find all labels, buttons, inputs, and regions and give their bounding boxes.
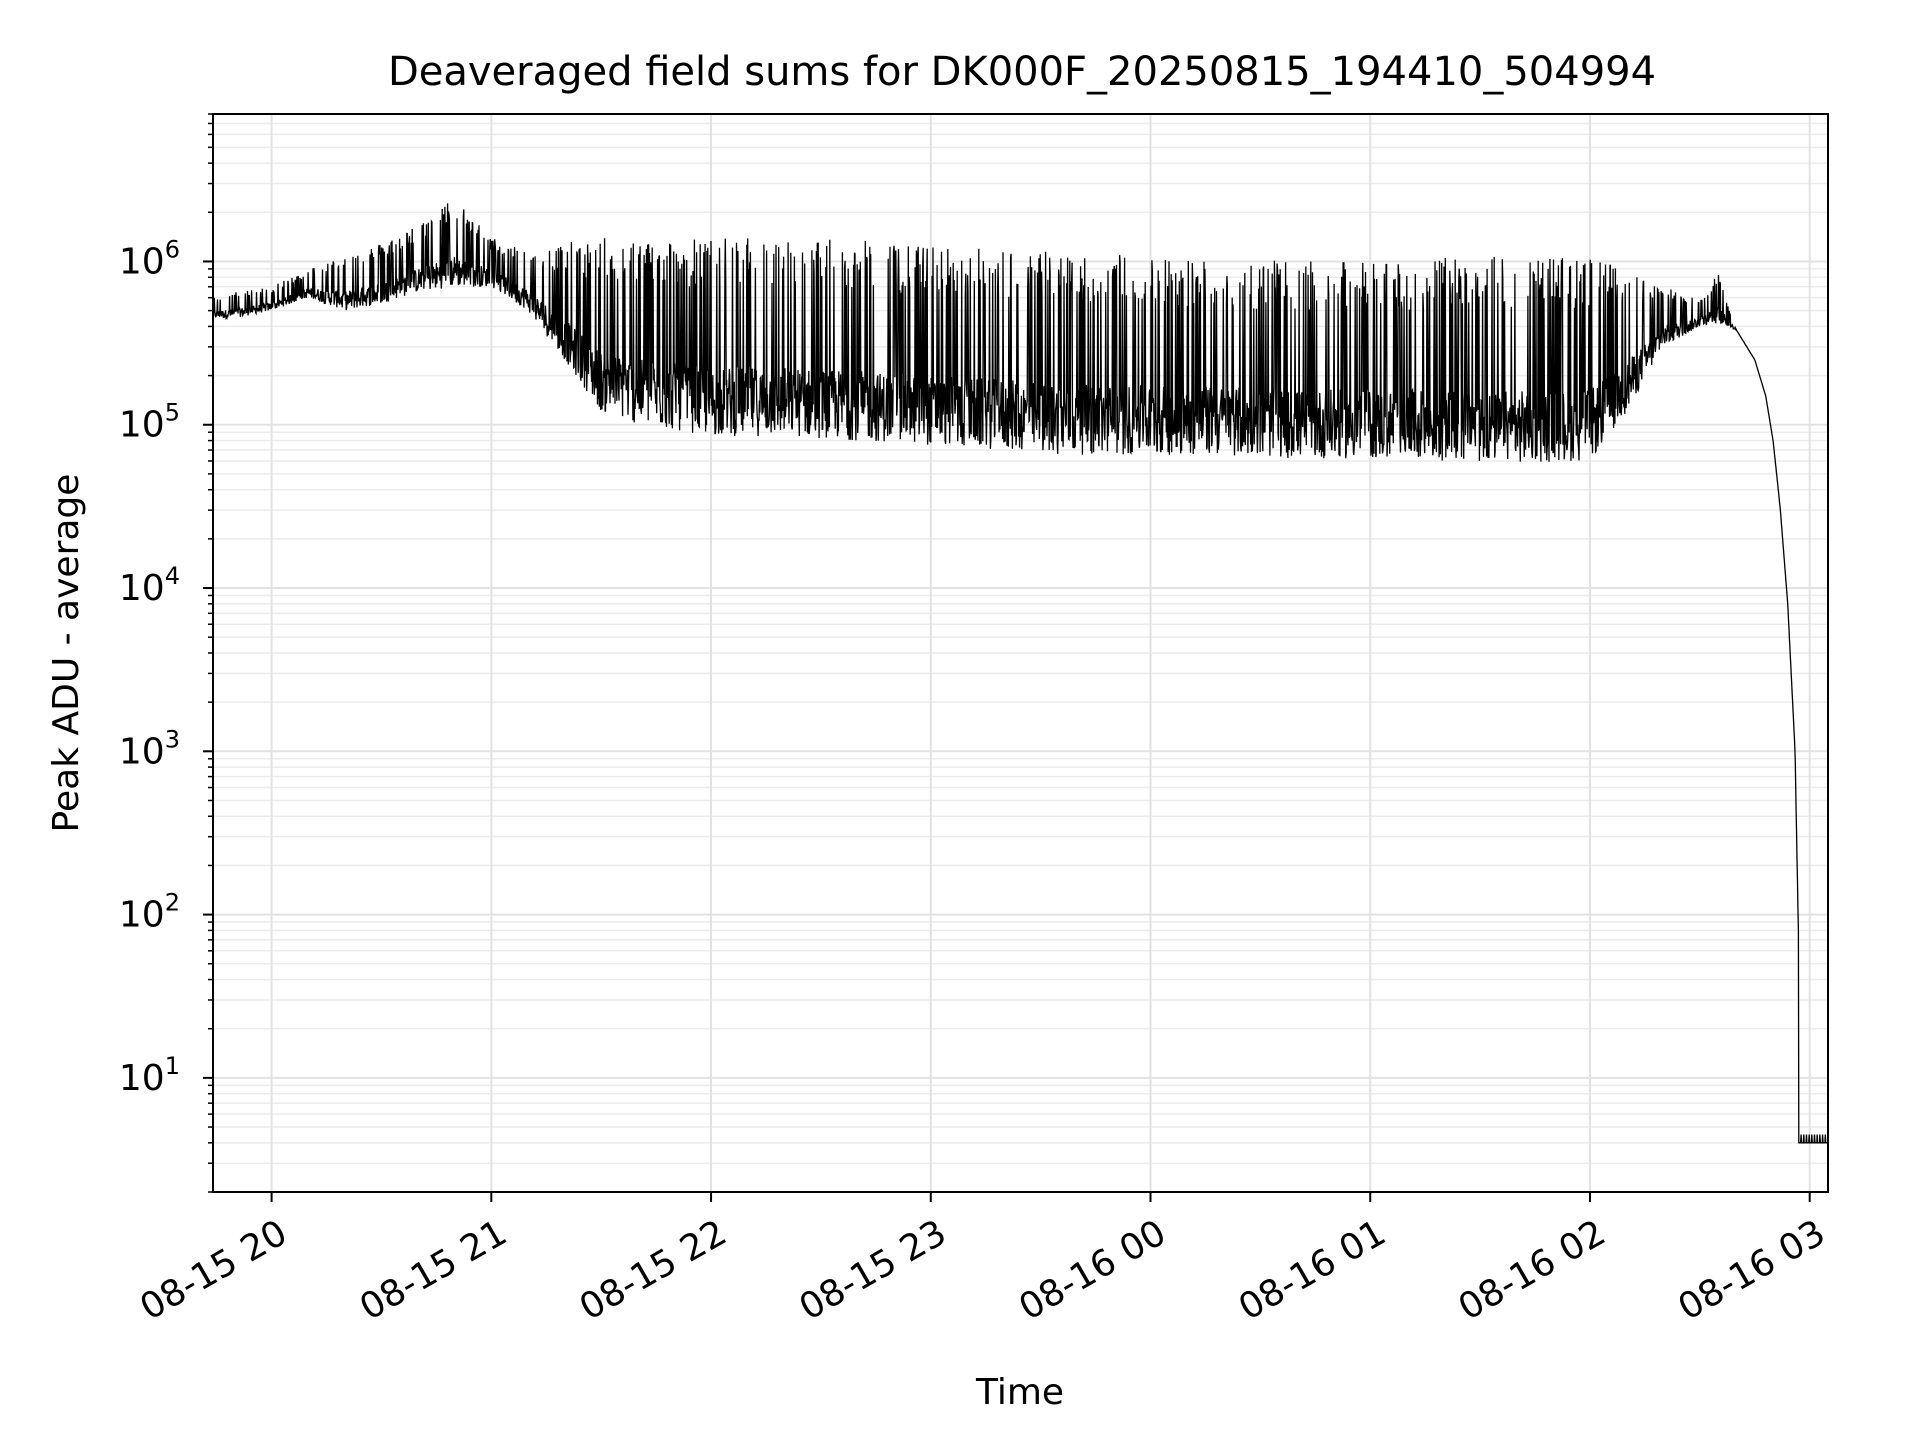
y-tick-label: 101 — [119, 1052, 180, 1099]
y-ticks: 101 102 103 104 105 106 — [119, 113, 213, 1193]
chart-title: Deaveraged field sums for DK000F_2025081… — [388, 49, 1656, 95]
y-tick-label: 106 — [119, 235, 180, 282]
x-tick-label: 08-15 20 — [133, 1212, 294, 1328]
x-tick-label: 08-16 03 — [1672, 1212, 1833, 1328]
y-tick-label: 104 — [119, 562, 180, 609]
x-tick-label: 08-16 01 — [1232, 1212, 1393, 1328]
x-tick-label: 08-15 21 — [353, 1212, 514, 1328]
y-tick-label: 103 — [119, 725, 180, 772]
x-tick-label: 08-15 22 — [573, 1212, 734, 1328]
x-tick-label: 08-16 02 — [1452, 1212, 1613, 1328]
minor-grid — [213, 113, 1828, 1193]
x-tick-label: 08-15 23 — [793, 1212, 954, 1328]
x-tick-label: 08-16 00 — [1012, 1212, 1173, 1328]
y-axis-label: Peak ADU - average — [46, 474, 87, 833]
series-line — [212, 203, 1829, 1144]
y-tick-label: 105 — [119, 399, 180, 446]
plot-area — [212, 203, 1829, 1144]
x-ticks: 08-15 20 08-15 21 08-15 22 08-15 23 08-16 00… — [133, 1192, 1832, 1329]
x-axis-label: Time — [975, 1372, 1064, 1413]
y-tick-label: 102 — [119, 889, 180, 936]
